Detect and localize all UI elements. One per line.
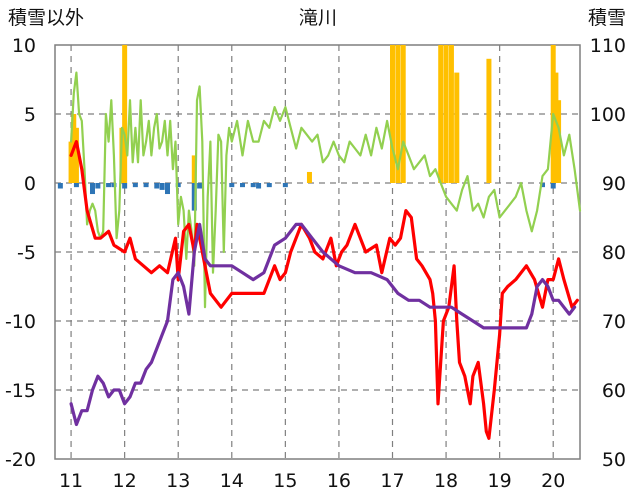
bar-blue-8 <box>143 183 149 188</box>
bar-orange-2 <box>73 127 79 183</box>
x-tick-label: 12 <box>113 470 137 492</box>
y-left-tick-label: -5 <box>17 242 36 264</box>
right-axis-label: 積雪 <box>588 7 626 29</box>
right-y-axis: 110 100 90 80 70 60 50 <box>590 35 626 471</box>
x-tick-label: 17 <box>380 470 404 492</box>
bar-blue-3 <box>95 183 101 189</box>
bar-blue-4 <box>106 183 112 188</box>
bar-blue-9 <box>154 183 160 189</box>
plot-area <box>54 44 581 460</box>
bar-orange-14 <box>486 58 492 183</box>
bar-orange-5 <box>191 155 197 183</box>
y-left-tick-label: 10 <box>12 35 36 57</box>
series-line-purple <box>69 222 577 427</box>
y-left-tick-label: 0 <box>24 173 36 195</box>
bar-blue-21 <box>540 183 545 188</box>
bar-blue-14 <box>197 183 203 189</box>
x-tick-label: 20 <box>541 470 565 492</box>
bar-orange-7 <box>390 45 395 183</box>
y-right-tick-label: 70 <box>602 311 626 333</box>
series-line-green <box>69 71 582 309</box>
y-right-tick-label: 90 <box>602 173 626 195</box>
bar-blue-2 <box>90 183 95 195</box>
bar-orange-0 <box>68 141 74 183</box>
y-left-tick-label: -10 <box>5 311 36 333</box>
bar-orange-4 <box>122 45 128 183</box>
series-line-red <box>69 140 579 440</box>
x-tick-label: 18 <box>434 470 458 492</box>
x-tick-label: 19 <box>488 470 512 492</box>
x-tick-label: 11 <box>59 470 83 492</box>
y-right-tick-label: 100 <box>590 104 626 126</box>
bar-blue-16 <box>240 183 245 188</box>
bar-orange-11 <box>443 45 449 183</box>
bar-orange-12 <box>448 45 454 183</box>
bar-blue-11 <box>165 183 170 195</box>
y-left-tick-label: 5 <box>24 104 36 126</box>
line-series <box>69 71 582 440</box>
y-right-tick-label: 80 <box>602 242 626 264</box>
bar-blue-22 <box>550 183 556 189</box>
chart-title: 滝川 <box>299 7 337 29</box>
bar-orange-16 <box>553 72 559 183</box>
x-tick-label: 16 <box>327 470 351 492</box>
y-left-tick-label: -15 <box>5 380 36 402</box>
bar-orange-6 <box>306 171 312 183</box>
y-right-tick-label: 110 <box>590 35 626 57</box>
bar-blue-0 <box>57 183 63 189</box>
bar-blue-15 <box>229 183 235 188</box>
left-y-axis: 10 5 0 -5 -10 -15 -20 <box>5 35 36 471</box>
bar-orange-9 <box>400 45 406 183</box>
bar-blue-17 <box>250 183 256 188</box>
bar-blue-18 <box>256 183 262 189</box>
bar-orange-13 <box>454 72 460 183</box>
bar-blue-20 <box>282 183 288 188</box>
bar-blue-12 <box>175 183 181 188</box>
bar-blue-10 <box>159 183 165 190</box>
bar-blue-1 <box>73 183 79 188</box>
x-tick-label: 14 <box>220 470 244 492</box>
x-tick-label: 13 <box>166 470 190 492</box>
bar-orange-8 <box>395 45 401 183</box>
bar-blue-19 <box>266 183 272 188</box>
x-tick-label: 15 <box>273 470 297 492</box>
bar-blue-13 <box>191 183 197 211</box>
bar-blue-6 <box>122 183 128 189</box>
bar-blue-7 <box>132 183 138 188</box>
left-axis-label: 積雪以外 <box>8 7 84 29</box>
y-right-tick-label: 60 <box>602 380 626 402</box>
bar-orange-17 <box>556 100 562 183</box>
y-right-tick-label: 50 <box>602 449 626 471</box>
y-left-tick-label: -20 <box>5 449 36 471</box>
bar-orange-10 <box>438 45 444 183</box>
x-axis: 11 12 13 14 15 16 17 18 19 20 <box>59 470 565 492</box>
